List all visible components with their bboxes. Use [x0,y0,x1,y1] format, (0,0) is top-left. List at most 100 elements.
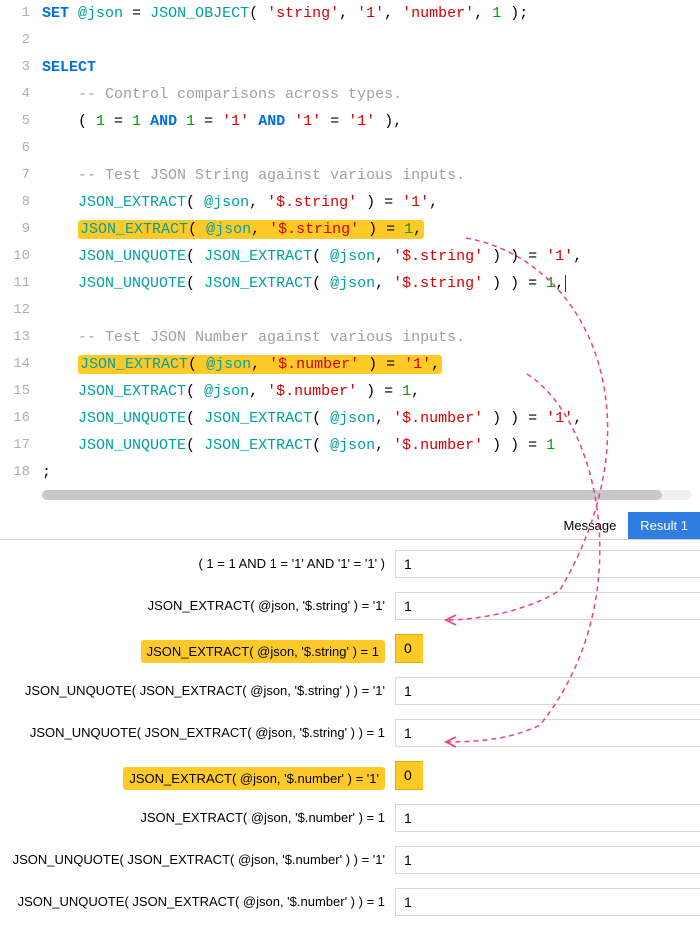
token-str: '$.string' [393,275,483,292]
token-var: @json [330,275,375,292]
token: , [251,221,269,238]
code-content[interactable]: JSON_EXTRACT( @json, '$.number' ) = '1', [42,351,442,378]
code-content[interactable]: ( 1 = 1 AND 1 = '1' AND '1' = '1' ), [42,108,402,135]
token: ( [186,383,204,400]
result-row: JSON_EXTRACT( @json, '$.string' ) = 10 [0,634,700,663]
code-line[interactable]: 8 JSON_EXTRACT( @json, '$.string' ) = '1… [0,189,700,216]
token: = [321,113,348,130]
token: , [249,194,267,211]
code-content[interactable]: -- Control comparisons across types. [42,81,402,108]
result-row: JSON_UNQUOTE( JSON_EXTRACT( @json, '$.nu… [0,888,700,916]
code-line[interactable]: 1SET @json = JSON_OBJECT( 'string', '1',… [0,0,700,27]
result-row: JSON_UNQUOTE( JSON_EXTRACT( @json, '$.st… [0,719,700,747]
token-kw: SET [42,5,69,22]
line-number: 7 [0,162,42,189]
token: ) ) = [483,275,546,292]
line-number: 13 [0,324,42,351]
token-num: 1 [546,275,555,292]
result-value[interactable]: 0 [395,761,423,790]
token: ) = [357,383,402,400]
result-row: JSON_UNQUOTE( JSON_EXTRACT( @json, '$.st… [0,677,700,705]
code-line[interactable]: 17 JSON_UNQUOTE( JSON_EXTRACT( @json, '$… [0,432,700,459]
code-line[interactable]: 7 -- Test JSON String against various in… [0,162,700,189]
code-line[interactable]: 13 -- Test JSON Number against various i… [0,324,700,351]
code-line[interactable]: 14 JSON_EXTRACT( @json, '$.number' ) = '… [0,351,700,378]
token-str: '$.string' [267,194,357,211]
result-value[interactable]: 1 [395,719,700,747]
code-content[interactable]: -- Test JSON Number against various inpu… [42,324,465,351]
token: ) = [357,194,402,211]
token-str: '1' [348,113,375,130]
token-num: 1 [404,221,413,238]
code-line[interactable]: 16 JSON_UNQUOTE( JSON_EXTRACT( @json, '$… [0,405,700,432]
horizontal-scrollbar[interactable] [42,490,692,500]
code-line[interactable]: 2 [0,27,700,54]
token-str: '$.number' [267,383,357,400]
token-str: '$.number' [393,410,483,427]
result-value[interactable]: 0 [395,634,423,663]
token-fn: JSON_UNQUOTE [78,248,186,265]
code-content[interactable]: ; [42,459,51,486]
line-number: 16 [0,405,42,432]
token-fn: JSON_UNQUOTE [78,410,186,427]
result-value[interactable]: 1 [395,804,700,832]
result-value[interactable]: 1 [395,888,700,916]
token-var: @json [206,356,251,373]
code-content[interactable]: JSON_UNQUOTE( JSON_EXTRACT( @json, '$.nu… [42,405,582,432]
code-line[interactable]: 6 [0,135,700,162]
result-label: JSON_UNQUOTE( JSON_EXTRACT( @json, '$.st… [0,719,395,747]
line-number: 10 [0,243,42,270]
token-kw: SELECT [42,59,96,76]
code-content[interactable]: JSON_UNQUOTE( JSON_EXTRACT( @json, '$.st… [42,270,566,297]
code-content[interactable]: JSON_EXTRACT( @json, '$.string' ) = 1, [42,216,424,243]
token-var: @json [204,194,249,211]
token-str: 'string' [267,5,339,22]
line-number: 2 [0,27,42,54]
tab-message[interactable]: Message [552,512,629,539]
token-var: @json [204,383,249,400]
token [177,113,186,130]
token: , [375,437,393,454]
code-line[interactable]: 11 JSON_UNQUOTE( JSON_EXTRACT( @json, '$… [0,270,700,297]
code-content[interactable]: JSON_UNQUOTE( JSON_EXTRACT( @json, '$.nu… [42,432,555,459]
token-var: @json [206,221,251,238]
code-content[interactable]: SET @json = JSON_OBJECT( 'string', '1', … [42,0,528,27]
code-content[interactable]: SELECT [42,54,96,81]
code-line[interactable]: 15 JSON_EXTRACT( @json, '$.number' ) = 1… [0,378,700,405]
code-line[interactable]: 12 [0,297,700,324]
result-value[interactable]: 1 [395,677,700,705]
result-value[interactable]: 1 [395,592,700,620]
scrollbar-thumb[interactable] [42,490,662,500]
result-row: JSON_UNQUOTE( JSON_EXTRACT( @json, '$.nu… [0,846,700,874]
code-line[interactable]: 9 JSON_EXTRACT( @json, '$.string' ) = 1, [0,216,700,243]
tab-result-1[interactable]: Result 1 [628,512,700,539]
line-number: 1 [0,0,42,27]
token-cmt: -- Test JSON Number against various inpu… [78,329,465,346]
token: , [573,410,582,427]
code-content[interactable]: JSON_EXTRACT( @json, '$.number' ) = 1, [42,378,420,405]
token: ( [249,5,267,22]
code-line[interactable]: 5 ( 1 = 1 AND 1 = '1' AND '1' = '1' ), [0,108,700,135]
code-editor[interactable]: 1SET @json = JSON_OBJECT( 'string', '1',… [0,0,700,486]
code-line[interactable]: 18; [0,459,700,486]
code-content[interactable]: -- Test JSON String against various inpu… [42,162,465,189]
token: , [413,221,422,238]
token: , [555,275,564,292]
token: ( [188,356,206,373]
code-line[interactable]: 4 -- Control comparisons across types. [0,81,700,108]
result-value[interactable]: 1 [395,846,700,874]
token-fn: JSON_EXTRACT [204,437,312,454]
code-line[interactable]: 10 JSON_UNQUOTE( JSON_EXTRACT( @json, '$… [0,243,700,270]
token-var: @json [330,437,375,454]
token: , [384,5,402,22]
token: ( [186,275,204,292]
token: ) = [359,221,404,238]
code-content[interactable]: JSON_UNQUOTE( JSON_EXTRACT( @json, '$.st… [42,243,582,270]
code-content[interactable]: JSON_EXTRACT( @json, '$.string' ) = '1', [42,189,438,216]
result-value[interactable]: 1 [395,550,700,578]
code-line[interactable]: 3SELECT [0,54,700,81]
line-number: 15 [0,378,42,405]
line-number: 14 [0,351,42,378]
token: , [339,5,357,22]
token-cmt: -- Test JSON String against various inpu… [78,167,465,184]
